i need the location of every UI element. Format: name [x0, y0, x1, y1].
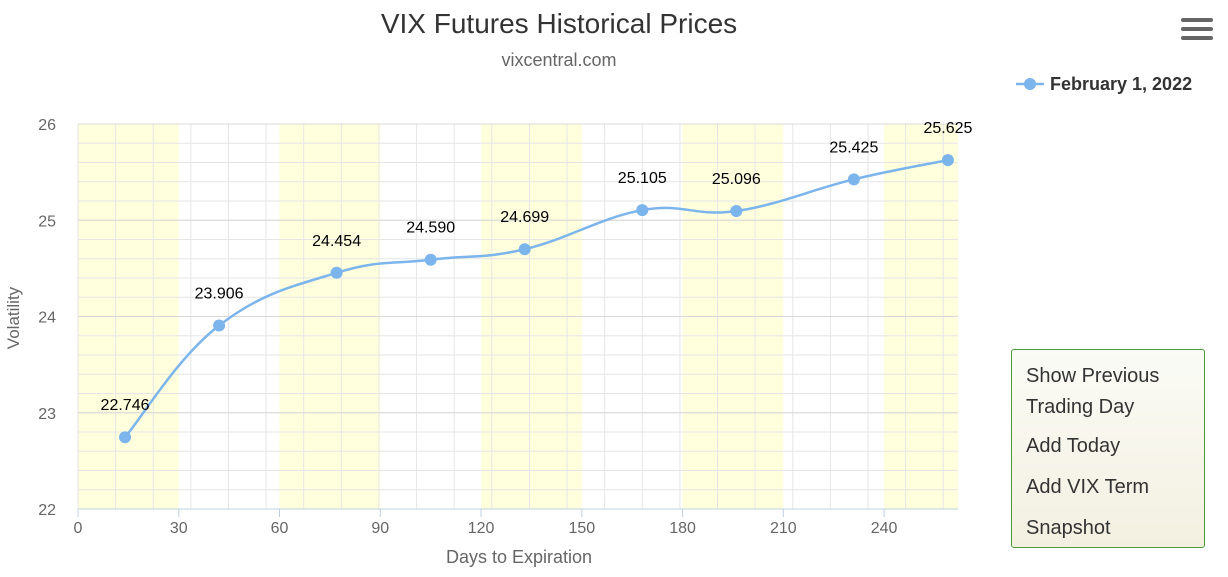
data-label: 25.096 [712, 171, 761, 188]
data-point[interactable] [730, 205, 743, 218]
data-point[interactable] [424, 253, 437, 266]
legend-marker-icon [1016, 78, 1044, 90]
x-tick-label: 30 [170, 520, 188, 537]
data-label: 25.425 [829, 139, 878, 156]
data-label: 25.105 [618, 170, 667, 187]
y-tick-label: 22 [38, 502, 56, 519]
data-point[interactable] [941, 154, 954, 167]
data-label: 24.454 [312, 233, 361, 250]
x-tick-label: 240 [871, 520, 898, 537]
menu-item-add-today[interactable]: Add Today [1026, 435, 1121, 457]
x-tick-label: 120 [468, 520, 495, 537]
x-tick-label: 60 [271, 520, 289, 537]
data-label: 25.625 [923, 120, 972, 137]
data-point[interactable] [847, 173, 860, 186]
chart-subtitle: vixcentral.com [501, 50, 617, 70]
hamburger-menu-icon[interactable] [1181, 18, 1213, 44]
grid-lines [77, 123, 958, 510]
data-label: 24.590 [406, 220, 455, 237]
legend-label: February 1, 2022 [1050, 73, 1193, 94]
data-point[interactable] [518, 243, 531, 256]
x-tick-label: 90 [371, 520, 389, 537]
menu-item-add-vix-term[interactable]: Add VIX Term [1026, 476, 1150, 498]
y-tick-label: 24 [38, 310, 56, 327]
y-axis-title: Volatility [4, 286, 23, 349]
x-tick-label: 150 [568, 520, 595, 537]
data-point[interactable] [330, 266, 343, 279]
x-tick-label: 180 [669, 520, 696, 537]
menu-item-snapshot[interactable]: Snapshot [1026, 517, 1111, 539]
series-layer: 22.746 23.906 24.454 24.590 24.699 25.105 25.0… [101, 120, 972, 444]
data-point[interactable] [119, 431, 132, 444]
context-menu: Show Previous Trading Day Add Today Add … [1011, 349, 1205, 548]
y-tick-label: 23 [38, 406, 56, 423]
chart-title: VIX Futures Historical Prices [380, 8, 738, 39]
x-axis-title: Days to Expiration [446, 547, 592, 567]
x-tick-label: 210 [770, 520, 797, 537]
data-point[interactable] [213, 319, 226, 332]
x-tick-label: 0 [74, 520, 83, 537]
data-label: 23.906 [195, 286, 244, 303]
data-point[interactable] [636, 204, 649, 217]
legend-item[interactable]: February 1, 2022 [1016, 72, 1192, 96]
axes: 0 30 60 90 120 150 180 210 240 22 23 24 25 26 [38, 117, 958, 537]
data-label: 22.746 [101, 397, 150, 414]
menu-item-show-previous-trading-day[interactable]: Show Previous Trading Day [1026, 365, 1160, 418]
data-label: 24.699 [500, 209, 549, 226]
y-tick-label: 26 [38, 117, 56, 134]
y-tick-label: 25 [38, 213, 56, 230]
